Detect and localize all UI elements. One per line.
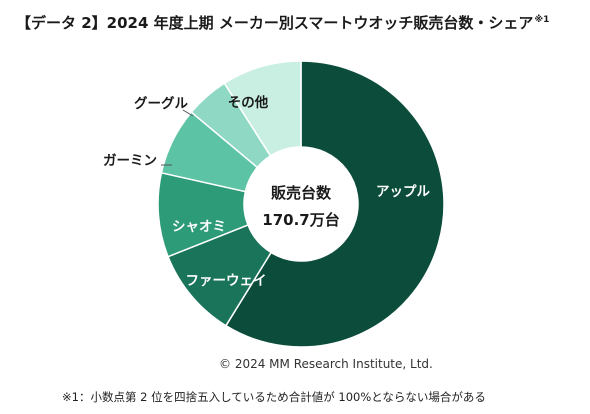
slice-label-3: ガーミン (103, 153, 157, 169)
chart-title: 【データ 2】2024 年度上期 メーカー別スマートウオッチ販売台数・シェア※1 (16, 12, 549, 33)
slice-label-2: シャオミ (172, 219, 226, 235)
footnote-text: ※1：小数点第 2 位を四捨五入しているため合計値が 100%とならない場合があ… (62, 390, 486, 404)
center-label: 販売台数 (271, 184, 332, 202)
slice-label-4: グーグル (134, 95, 188, 112)
slice-0 (224, 60, 445, 348)
copyright-text: © 2024 MM Research Institute, Ltd. (219, 357, 433, 371)
leader-line-4 (182, 109, 194, 117)
center-value: 170.7万台 (262, 211, 339, 229)
slice-5 (223, 60, 302, 157)
slices-group (157, 60, 445, 348)
slice-label-5: その他 (228, 94, 269, 111)
title-footnote-mark: ※1 (534, 15, 550, 25)
slice-label-1: ファーウェイ (186, 273, 267, 289)
chart-title-text: 【データ 2】2024 年度上期 メーカー別スマートウオッチ販売台数・シェア (16, 14, 534, 32)
slice-label-0: アップル (376, 184, 430, 200)
